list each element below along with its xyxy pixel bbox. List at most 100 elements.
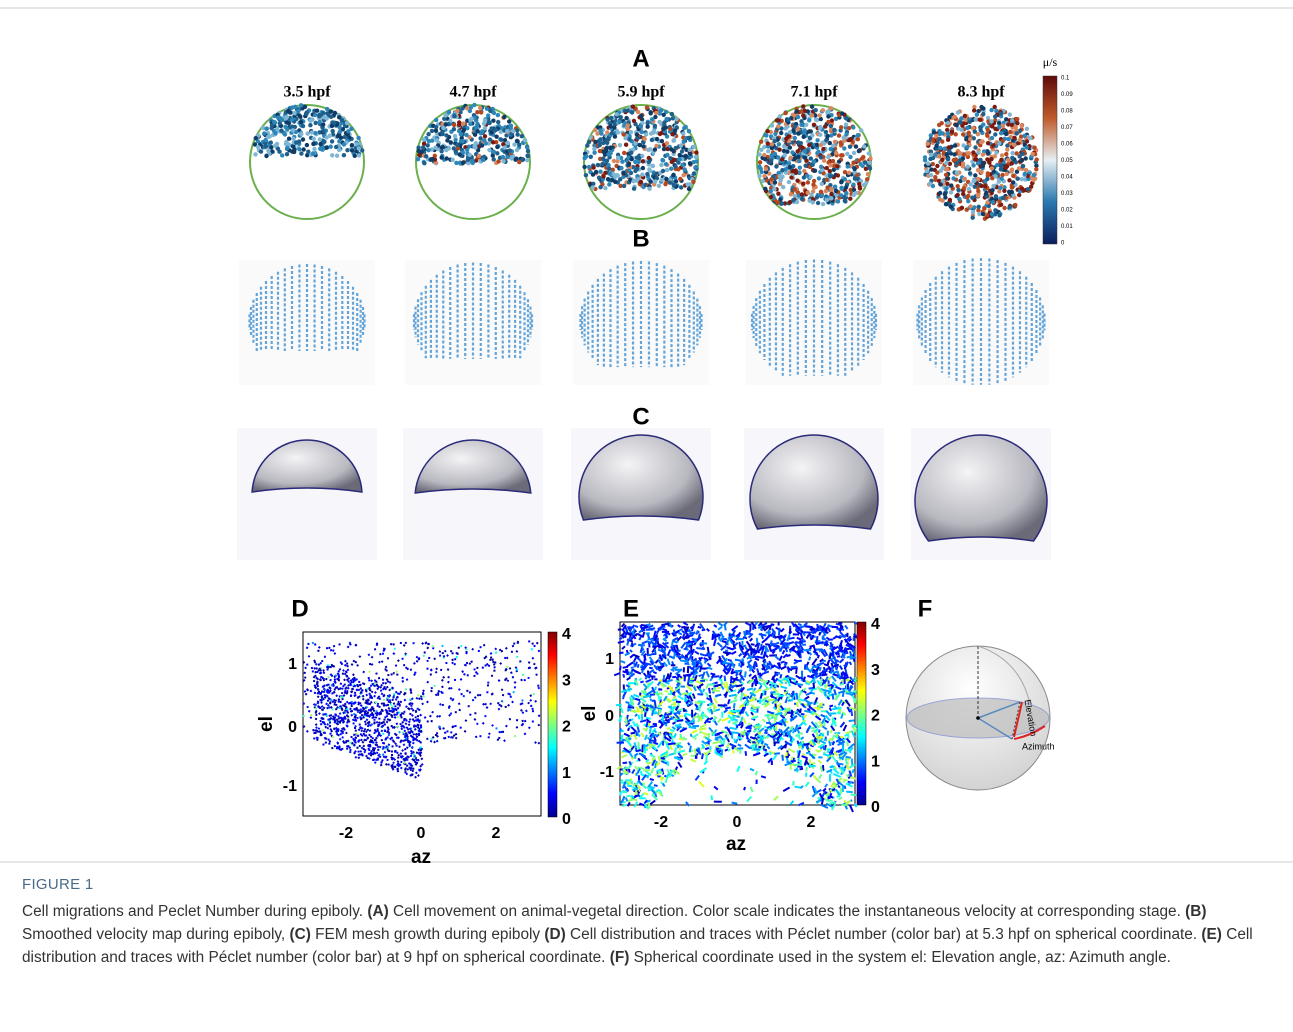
- cell-dot: [844, 116, 848, 120]
- trace: [420, 747, 421, 748]
- cell-dot: [815, 138, 819, 142]
- cell-dot: [831, 159, 835, 163]
- cell-dot: [925, 169, 929, 173]
- trace: [399, 712, 400, 714]
- trace: [339, 707, 340, 709]
- cell-dot: [962, 186, 966, 190]
- cell-dot: [1020, 124, 1024, 128]
- cell-dot: [941, 166, 945, 170]
- cell-dot: [817, 176, 821, 180]
- cell-dot: [829, 187, 833, 191]
- trace: [395, 692, 397, 693]
- trace: [465, 647, 466, 649]
- cell-dot: [308, 123, 312, 127]
- trace: [413, 751, 414, 753]
- cell-dot: [342, 142, 346, 146]
- trace: [423, 693, 424, 695]
- y-tick-label: 1: [288, 656, 297, 673]
- cell-dot: [332, 121, 336, 125]
- trace: [334, 679, 336, 680]
- cell-dot: [777, 148, 781, 152]
- cell-dot: [968, 137, 972, 141]
- cell-dot: [280, 153, 284, 157]
- trace: [346, 740, 347, 742]
- cell-dot: [820, 182, 824, 186]
- trace: [404, 749, 406, 750]
- cell-dot: [632, 119, 636, 123]
- cell-dot: [451, 158, 455, 162]
- cell-dot: [926, 142, 930, 146]
- cell-dot: [999, 111, 1003, 115]
- panel-label: D: [291, 595, 308, 622]
- trace: [393, 643, 394, 645]
- trace: [340, 749, 342, 750]
- cell-dot: [488, 109, 492, 113]
- cell-dot: [276, 116, 280, 120]
- cell-dot: [1002, 206, 1006, 210]
- trace: [386, 764, 388, 765]
- trace: [414, 663, 415, 665]
- trace: [358, 689, 360, 690]
- cell-dot: [598, 185, 602, 189]
- trace: [480, 694, 481, 696]
- trace: [344, 716, 345, 718]
- trace: [353, 674, 354, 675]
- cell-dot: [646, 148, 650, 152]
- trace: [458, 647, 460, 648]
- cell-dot: [1010, 190, 1014, 194]
- trace: [395, 766, 396, 768]
- cell-dot: [852, 151, 856, 155]
- cell-dot: [677, 157, 681, 161]
- trace: [377, 688, 378, 689]
- trace: [440, 651, 441, 653]
- cell-dot: [444, 122, 448, 126]
- trace: [444, 732, 446, 733]
- cell-dot: [935, 170, 939, 174]
- trace: [355, 662, 357, 663]
- trace: [728, 660, 732, 661]
- trace: [401, 713, 403, 714]
- cell-dot: [620, 160, 624, 164]
- trace: [397, 768, 398, 770]
- cell-dot: [670, 132, 674, 136]
- trace: [510, 696, 512, 697]
- trace: [494, 664, 495, 666]
- trace: [409, 703, 410, 705]
- cell-dot: [589, 155, 593, 159]
- trace: [423, 690, 425, 691]
- cell-dot: [440, 155, 444, 159]
- cell-dot: [318, 147, 322, 151]
- cell-dot: [688, 148, 692, 152]
- trace: [334, 692, 335, 694]
- trace: [379, 754, 381, 755]
- cell-dot: [961, 156, 965, 160]
- cell-dot: [1017, 193, 1021, 197]
- trace: [405, 739, 406, 741]
- cell-dot: [776, 118, 780, 122]
- trace: [492, 693, 493, 695]
- trace: [358, 729, 359, 730]
- cell-dot: [981, 106, 985, 110]
- cell-dot: [800, 197, 804, 201]
- trace: [335, 700, 337, 701]
- trace: [367, 723, 369, 724]
- cell-dot: [1010, 161, 1014, 165]
- cell-dot: [682, 140, 686, 144]
- cell-dot: [935, 164, 939, 168]
- cell-dot: [345, 121, 349, 125]
- trace: [365, 721, 366, 723]
- trace: [330, 729, 332, 730]
- trace: [366, 715, 367, 716]
- trace: [360, 734, 362, 735]
- mesh-dome: [237, 428, 377, 560]
- trace: [351, 691, 352, 693]
- cell-dot: [848, 155, 852, 159]
- trace: [437, 716, 439, 717]
- trace: [320, 670, 322, 671]
- cell-dot: [794, 109, 798, 113]
- trace: [346, 691, 348, 692]
- trace: [516, 727, 518, 728]
- cell-dot: [961, 132, 965, 136]
- colorbar-tick: 0.08: [1061, 109, 1073, 115]
- trace: [308, 643, 309, 645]
